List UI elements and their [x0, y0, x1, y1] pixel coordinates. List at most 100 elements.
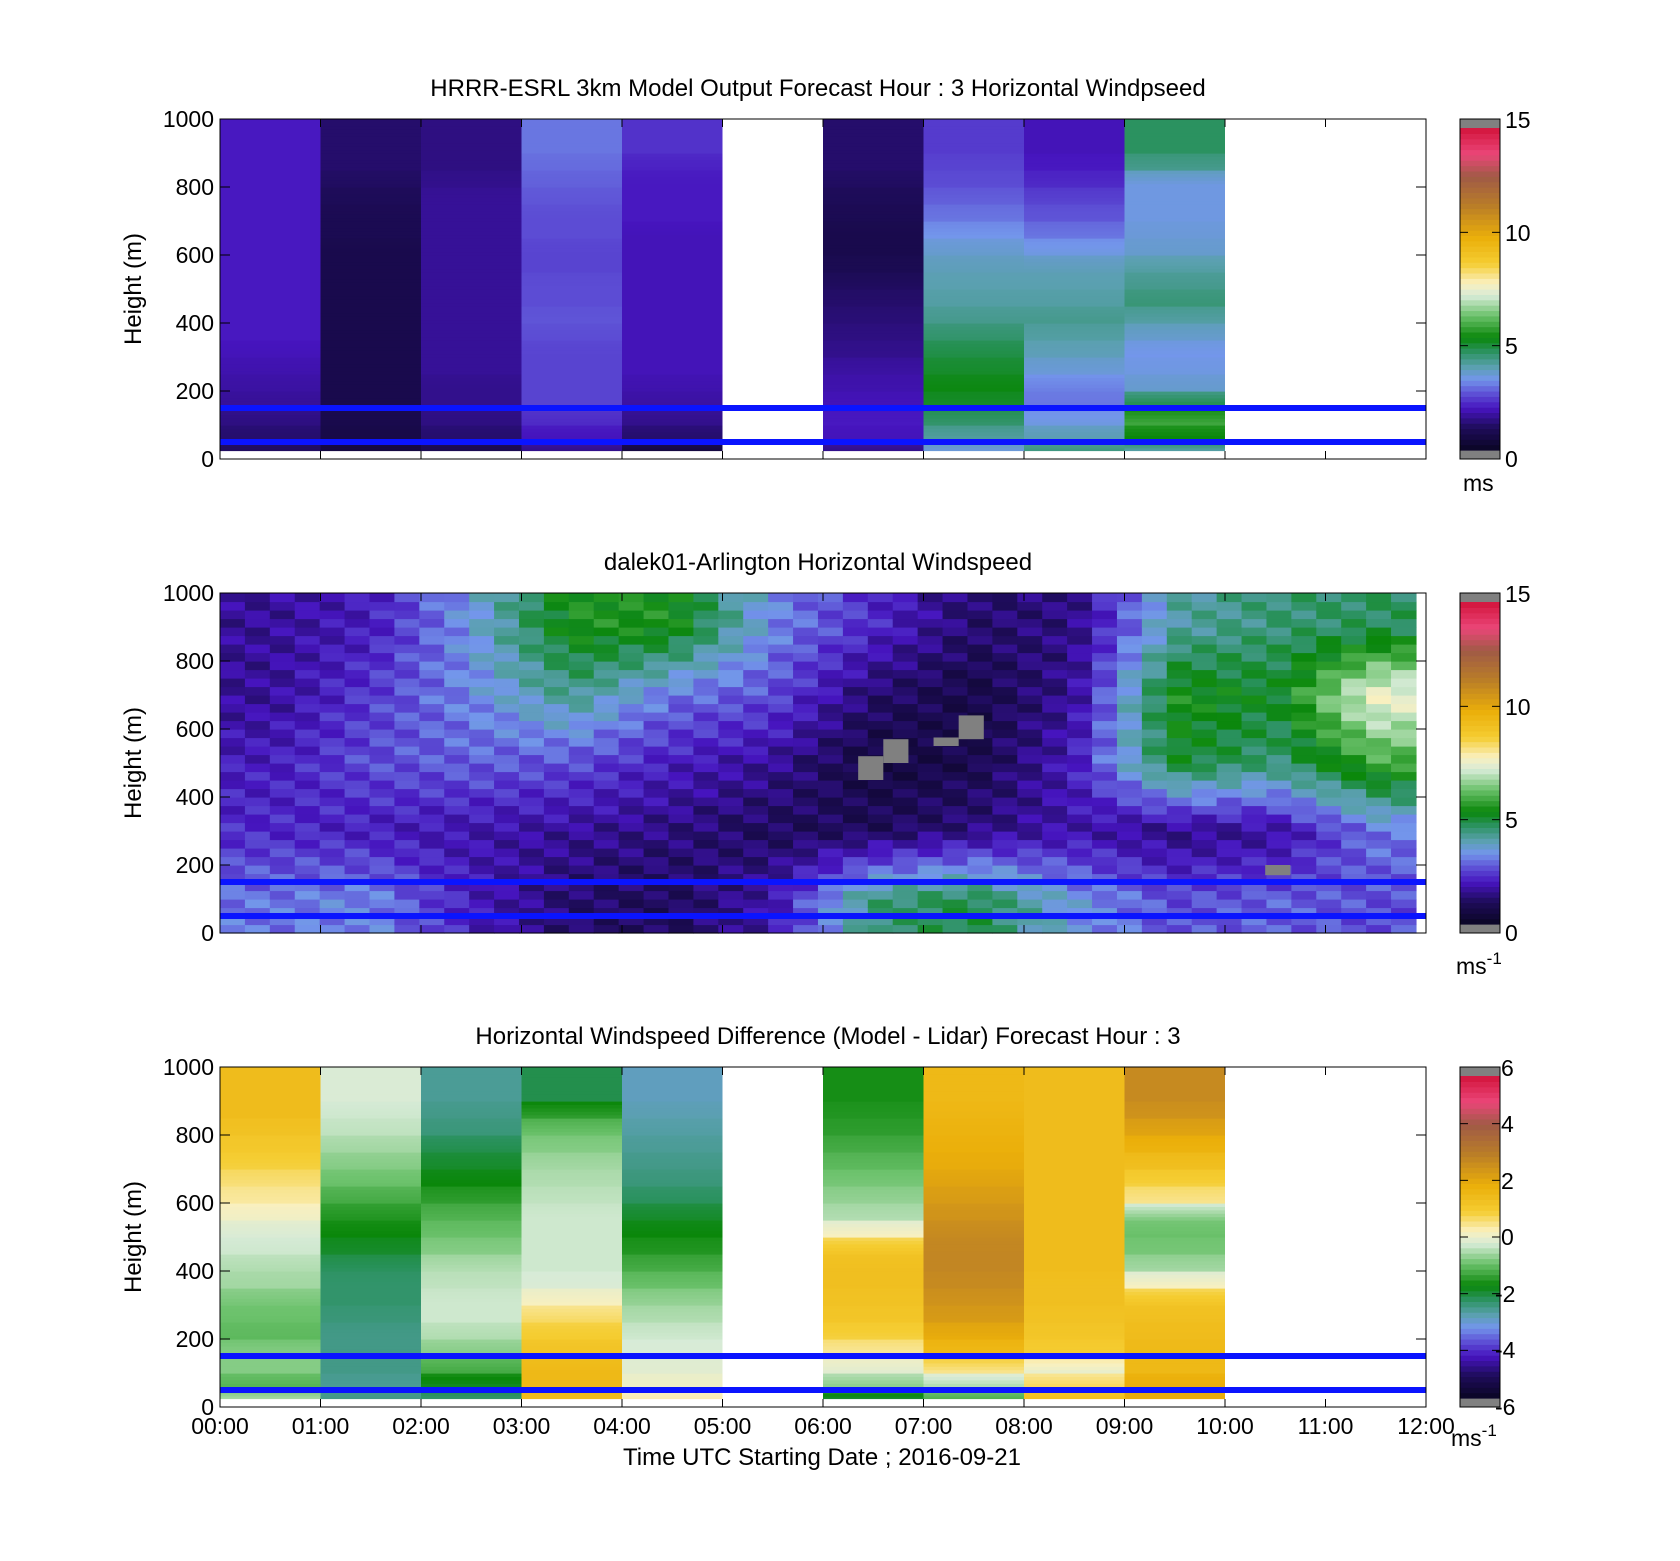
heatmap-cell	[1124, 421, 1225, 426]
heatmap-cell	[220, 1196, 321, 1201]
heatmap-cell	[320, 1298, 421, 1303]
heatmap-cell	[1024, 1277, 1125, 1282]
heatmap-cell	[622, 1291, 723, 1296]
heatmap-cell	[521, 1206, 622, 1211]
heatmap-cell	[923, 1162, 1024, 1167]
heatmap-cell	[294, 831, 321, 841]
heatmap-cell	[1124, 1318, 1225, 1323]
heatmap-cell	[967, 703, 993, 713]
heatmap-cell	[421, 1396, 522, 1400]
heatmap-cell	[923, 248, 1024, 253]
heatmap-cell	[1124, 1291, 1225, 1296]
colorbar-segment	[1460, 283, 1500, 290]
heatmap-cell	[823, 1094, 924, 1099]
heatmap-cell	[622, 1345, 723, 1350]
colorbar-segment	[1460, 1258, 1500, 1265]
heatmap-cell	[1024, 180, 1125, 185]
heatmap-cell	[1341, 831, 1367, 841]
heatmap-cell	[892, 652, 919, 662]
heatmap-cell	[1067, 763, 1093, 773]
heatmap-cell	[494, 627, 520, 637]
colorbar-segment	[1460, 256, 1500, 263]
heatmap-cell	[1124, 1277, 1225, 1282]
heatmap-cell	[718, 644, 744, 654]
heatmap-cell	[1124, 1101, 1225, 1105]
heatmap-cell	[923, 1073, 1024, 1078]
heatmap-cell	[793, 601, 819, 611]
heatmap-cell	[419, 899, 445, 909]
heatmap-cell	[220, 350, 321, 355]
heatmap-cell	[294, 601, 321, 611]
heatmap-cell	[622, 1114, 723, 1119]
heatmap-cell	[1124, 163, 1225, 168]
heatmap-cell	[319, 822, 346, 832]
heatmap-cell	[444, 856, 470, 866]
heatmap-cell	[867, 924, 894, 934]
heatmap-cell	[1024, 1342, 1125, 1347]
colorbar-unit-exponent: -1	[1487, 949, 1502, 968]
heatmap-cell	[622, 353, 723, 358]
heatmap-cell	[622, 316, 723, 321]
heatmap-cell	[823, 1291, 924, 1296]
heatmap-cell	[1017, 737, 1043, 747]
colorbar-segment	[1460, 805, 1500, 812]
heatmap-cell	[1141, 712, 1168, 722]
heatmap-cell	[320, 309, 421, 314]
heatmap-cell	[622, 1335, 723, 1340]
colorbar	[1459, 592, 1501, 934]
heatmap-cell	[220, 353, 321, 358]
heatmap-cell	[1124, 1308, 1225, 1313]
heatmap-cell	[1316, 644, 1342, 654]
heatmap-cell	[967, 652, 993, 662]
heatmap-cell	[320, 139, 421, 144]
heatmap-cell	[521, 428, 622, 433]
heatmap-cell	[842, 652, 869, 662]
heatmap-cell	[1141, 916, 1168, 926]
heatmap-cell	[793, 737, 819, 747]
heatmap-cell	[421, 1111, 522, 1116]
heatmap-cell	[1024, 445, 1125, 448]
heatmap-cell	[1092, 924, 1118, 934]
heatmap-cell	[823, 1223, 924, 1228]
colorbar-segment	[1460, 725, 1500, 732]
heatmap-cell	[1316, 720, 1342, 730]
heatmap-cell	[319, 788, 346, 798]
heatmap-cell	[1141, 924, 1168, 934]
heatmap-cell	[220, 1169, 321, 1173]
heatmap-cell	[1024, 119, 1125, 123]
heatmap-cell	[1216, 686, 1243, 696]
colorbar-segment	[1460, 1161, 1500, 1168]
heatmap-cell	[1024, 1111, 1125, 1116]
heatmap-cell	[1316, 822, 1342, 832]
heatmap-cell	[1366, 635, 1392, 645]
heatmap-cell	[1024, 1233, 1125, 1238]
heatmap-cell	[718, 703, 744, 713]
heatmap-cell	[593, 873, 620, 883]
heatmap-cell	[269, 703, 296, 713]
heatmap-cell	[917, 873, 944, 883]
heatmap-cell	[1024, 1192, 1125, 1197]
heatmap-cell	[421, 1383, 522, 1388]
heatmap-cell	[320, 1359, 421, 1364]
heatmap-cell	[1124, 1395, 1225, 1398]
heatmap-cell	[1216, 729, 1243, 739]
heatmap-cell	[923, 1362, 1024, 1367]
heatmap-cell	[622, 166, 723, 171]
heatmap-cell	[320, 1080, 421, 1085]
heatmap-cell	[622, 428, 723, 433]
heatmap-cell	[494, 661, 520, 671]
heatmap-cell	[1124, 1240, 1225, 1245]
heatmap-cell	[320, 1223, 421, 1228]
heatmap-cell	[369, 771, 396, 781]
heatmap-cell	[992, 669, 1018, 679]
heatmap-cell	[1124, 1274, 1225, 1279]
heatmap-cell	[421, 1318, 522, 1323]
heatmap-cell	[269, 899, 296, 909]
colorbar-segment	[1460, 843, 1500, 850]
heatmap-cell	[220, 210, 321, 215]
heatmap-cell	[394, 695, 420, 705]
heatmap-cell	[622, 149, 723, 154]
heatmap-cell	[421, 448, 522, 452]
heatmap-cell	[823, 1101, 924, 1105]
heatmap-cell	[923, 210, 1024, 215]
